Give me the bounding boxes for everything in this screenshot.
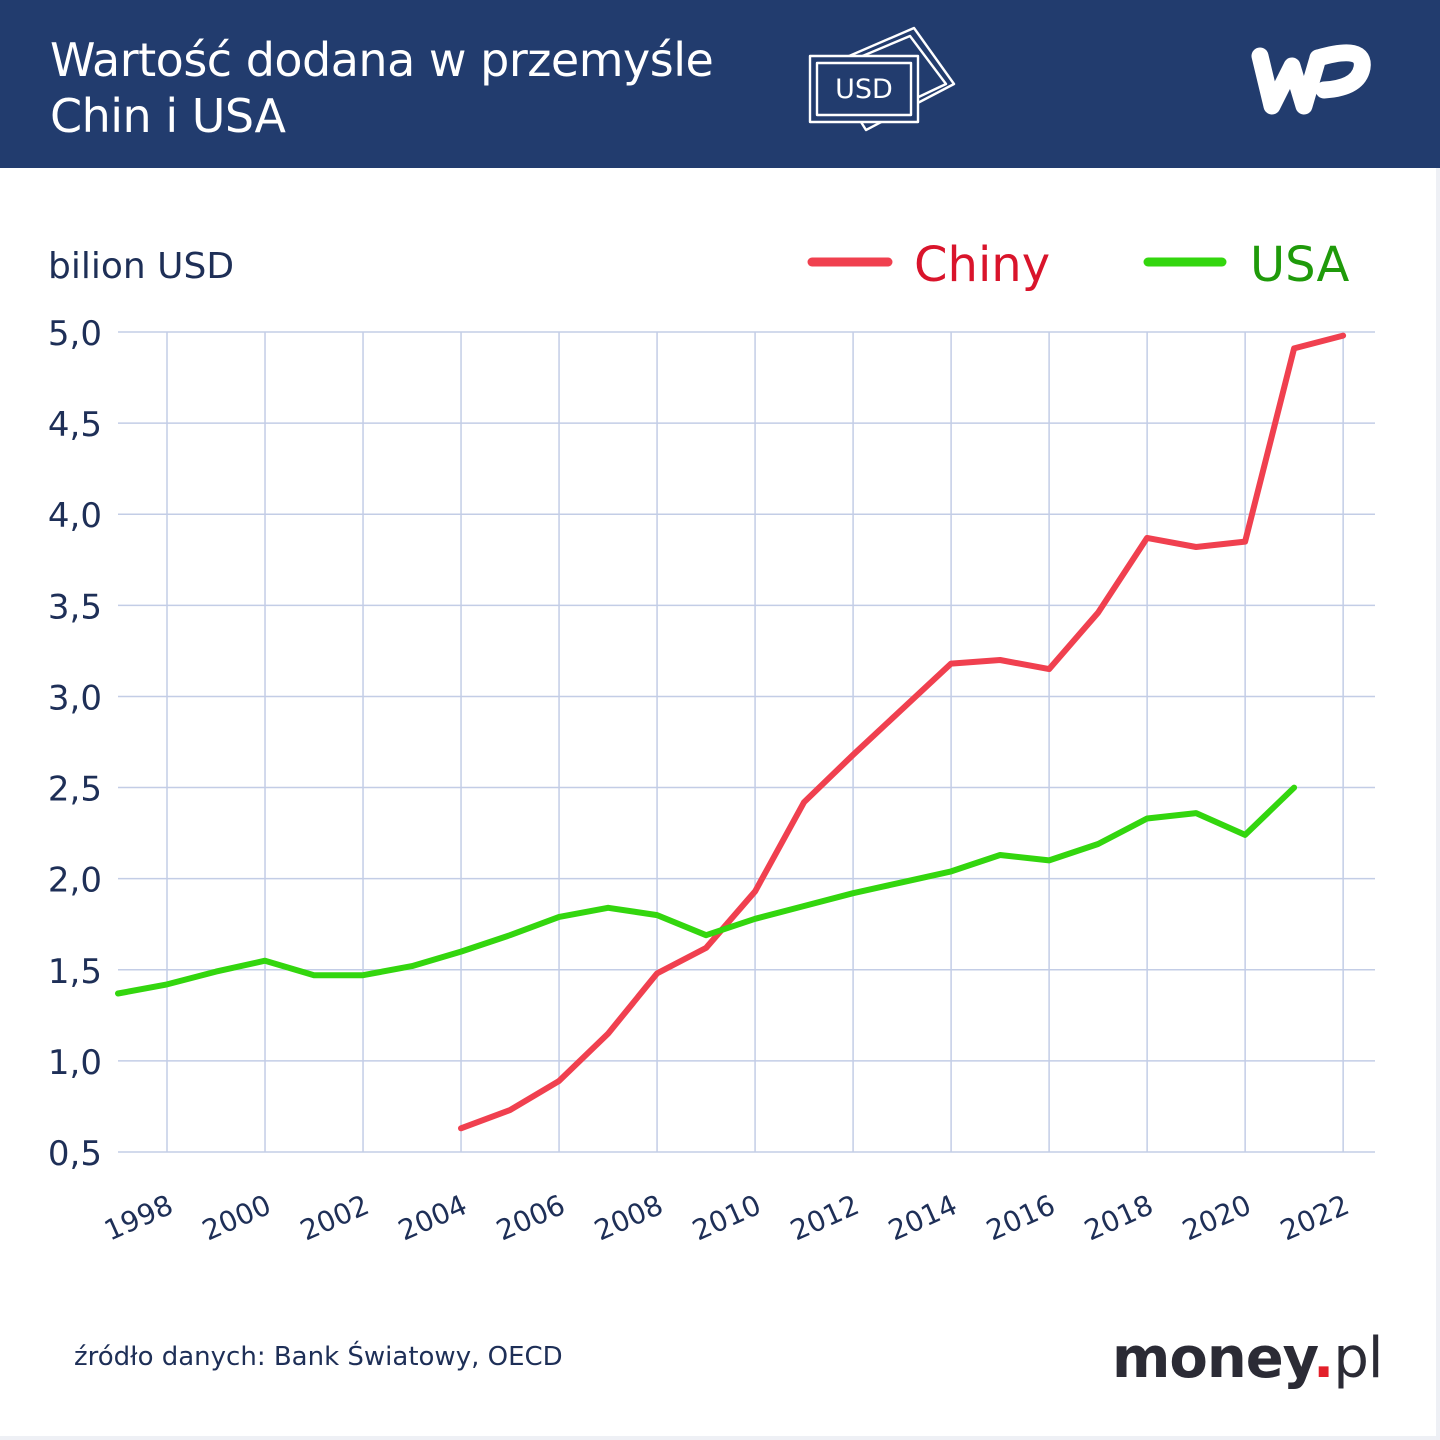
x-tick-label: 2004 bbox=[393, 1188, 472, 1247]
page-title: Wartość dodana w przemyśle Chin i USA bbox=[50, 32, 790, 144]
x-tick-label: 2020 bbox=[1177, 1188, 1256, 1247]
title-line-2: Chin i USA bbox=[50, 89, 286, 143]
banknote-icon: USD bbox=[808, 26, 956, 132]
legend-label-chiny: Chiny bbox=[914, 237, 1050, 293]
data-source-note: źródło danych: Bank Światowy, OECD bbox=[74, 1342, 563, 1372]
header-banner: Wartość dodana w przemyśle Chin i USA US… bbox=[0, 0, 1440, 168]
grid bbox=[118, 331, 1375, 1153]
x-tick-label: 2018 bbox=[1079, 1188, 1158, 1247]
x-axis-ticks: 1998 2000 2002 2004 2006 2008 2010 2012 2014 2016… bbox=[99, 1188, 1354, 1247]
brand-main: money bbox=[1112, 1326, 1314, 1391]
brand-dot: . bbox=[1313, 1326, 1334, 1391]
y-tick-label: 1,5 bbox=[48, 952, 102, 992]
x-tick-label: 2022 bbox=[1275, 1188, 1354, 1247]
banknote-label: USD bbox=[835, 74, 893, 105]
y-tick-label: 5,0 bbox=[48, 314, 102, 354]
y-tick-label: 4,5 bbox=[48, 405, 102, 445]
x-tick-label: 2014 bbox=[883, 1188, 962, 1247]
x-tick-label: 2006 bbox=[491, 1188, 570, 1247]
y-tick-label: 4,0 bbox=[48, 496, 102, 536]
chart-frame bbox=[0, 168, 1440, 1440]
wp-logo bbox=[1251, 44, 1371, 115]
y-tick-label: 1,0 bbox=[48, 1043, 102, 1083]
legend: Chiny USA bbox=[807, 237, 1349, 293]
x-tick-label: 2016 bbox=[981, 1188, 1060, 1247]
y-axis-label: bilion USD bbox=[48, 246, 234, 287]
title-line-1: Wartość dodana w przemyśle bbox=[50, 33, 714, 87]
x-tick-label: 2012 bbox=[785, 1188, 864, 1247]
y-tick-label: 2,0 bbox=[48, 861, 102, 901]
series-line-chiny bbox=[458, 332, 1347, 1132]
y-axis-ticks: 0,5 1,0 1,5 2,0 2,5 3,0 3,5 4,0 4,5 5,0 bbox=[48, 314, 102, 1174]
y-tick-label: 2,5 bbox=[48, 770, 102, 810]
legend-label-usa: USA bbox=[1250, 237, 1349, 293]
x-tick-label: 2002 bbox=[295, 1188, 374, 1247]
x-tick-label: 2010 bbox=[687, 1188, 766, 1247]
y-tick-label: 0,5 bbox=[48, 1134, 102, 1174]
series-line-usa bbox=[115, 784, 1298, 997]
series-lines bbox=[115, 332, 1347, 1132]
y-tick-label: 3,0 bbox=[48, 678, 102, 718]
brand-logo: money.pl bbox=[1112, 1326, 1383, 1391]
x-tick-label: 1998 bbox=[99, 1188, 178, 1247]
y-tick-label: 3,5 bbox=[48, 587, 102, 627]
x-tick-label: 2008 bbox=[589, 1188, 668, 1247]
x-tick-label: 2000 bbox=[197, 1188, 276, 1247]
brand-tld: pl bbox=[1333, 1326, 1383, 1391]
